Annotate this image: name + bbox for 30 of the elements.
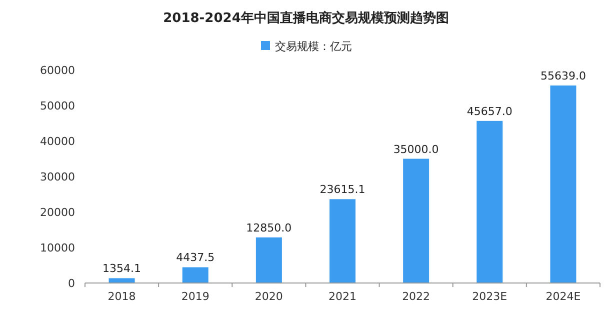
y-tick-label: 40000 — [40, 135, 75, 148]
x-tick-label: 2023E — [472, 290, 508, 303]
bar — [330, 199, 356, 283]
y-tick-label: 0 — [68, 277, 75, 290]
data-label: 12850.0 — [246, 221, 292, 234]
bar — [108, 278, 135, 283]
x-tick-label: 2022 — [402, 290, 430, 303]
y-tick-label: 50000 — [40, 100, 75, 112]
x-tick-label: 2019 — [181, 290, 210, 303]
bar — [256, 237, 282, 283]
y-tick-label: 20000 — [40, 206, 75, 219]
data-label: 45657.0 — [466, 104, 512, 118]
x-tick-label: 2020 — [254, 290, 283, 303]
bar — [550, 85, 576, 283]
y-tick-label: 30000 — [40, 170, 75, 184]
data-label: 1354.1 — [102, 262, 142, 276]
data-label: 35000.0 — [393, 142, 439, 156]
x-tick-label: 2018 — [108, 290, 136, 303]
x-tick-label: 2024E — [546, 290, 581, 303]
bar — [403, 158, 430, 283]
y-tick-label: 60000 — [40, 64, 75, 77]
legend-label: 交易规模：亿元 — [275, 40, 352, 53]
chart-title: 2018-2024年中国直播电商交易规模预测趋势图 — [163, 10, 449, 26]
y-tick-label: 10000 — [40, 242, 75, 254]
data-label: 23615.1 — [320, 183, 366, 196]
data-label: 4437.5 — [176, 251, 215, 264]
data-label: 55639.0 — [540, 69, 586, 82]
bar — [182, 267, 208, 283]
bar — [476, 120, 503, 283]
x-tick-label: 2021 — [328, 290, 356, 303]
